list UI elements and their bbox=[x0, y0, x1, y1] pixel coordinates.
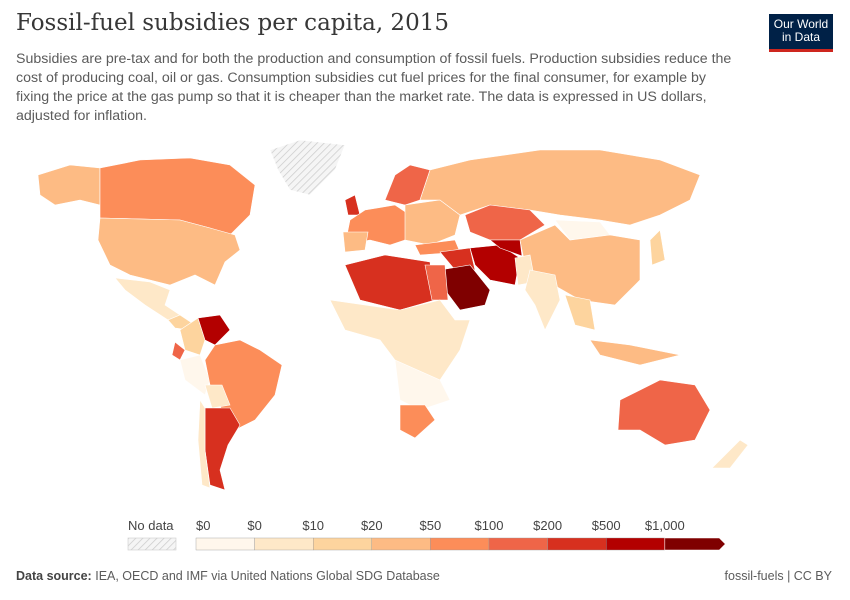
legend-bin-7[interactable] bbox=[606, 537, 666, 551]
country-southern-africa[interactable] bbox=[394, 359, 451, 411]
country-usa[interactable] bbox=[97, 217, 241, 286]
country-colombia[interactable] bbox=[179, 317, 206, 356]
country-iberia[interactable] bbox=[342, 231, 369, 253]
country-west-central-africa[interactable] bbox=[329, 299, 471, 391]
legend-no-data-swatch bbox=[127, 537, 177, 551]
legend-bin-6[interactable] bbox=[547, 537, 607, 551]
source-label: Data source: bbox=[16, 569, 92, 583]
country-kazakhstan[interactable] bbox=[464, 204, 546, 241]
country-indonesia[interactable] bbox=[589, 339, 681, 366]
data-source: Data source: IEA, OECD and IMF via Unite… bbox=[16, 569, 440, 583]
country-alaska[interactable] bbox=[37, 164, 101, 206]
legend-bin-8[interactable] bbox=[664, 537, 726, 551]
legend-tick-label: $200 bbox=[533, 518, 562, 533]
country-iraq-syria[interactable] bbox=[439, 247, 476, 271]
legend-bin-3[interactable] bbox=[371, 537, 431, 551]
country-bolivia[interactable] bbox=[204, 384, 231, 409]
country-uk-ireland[interactable] bbox=[344, 194, 361, 216]
country-russia[interactable] bbox=[419, 149, 701, 226]
country-south-africa[interactable] bbox=[399, 404, 436, 439]
country-new-zealand[interactable] bbox=[711, 439, 749, 469]
chart-title: Fossil-fuel subsidies per capita, 2015 bbox=[16, 10, 449, 36]
legend-tick-label: $10 bbox=[302, 518, 324, 533]
legend-tick-label: $100 bbox=[475, 518, 504, 533]
legend-bin-2[interactable] bbox=[312, 537, 372, 551]
owid-logo[interactable]: Our World in Data bbox=[769, 14, 833, 52]
world-map[interactable] bbox=[0, 130, 850, 510]
legend-tick-label: $500 bbox=[592, 518, 621, 533]
country-argentina[interactable] bbox=[204, 407, 241, 491]
country-brazil[interactable] bbox=[204, 339, 283, 431]
country-japan[interactable] bbox=[649, 229, 666, 266]
legend-tick-label: $0 bbox=[196, 518, 210, 533]
country-turkmenistan[interactable] bbox=[489, 239, 523, 257]
legend-no-data-label: No data bbox=[128, 518, 174, 533]
country-southeast-asia[interactable] bbox=[564, 294, 596, 331]
legend-tick-label: $20 bbox=[361, 518, 383, 533]
country-venezuela[interactable] bbox=[197, 314, 231, 346]
legend-bin-1[interactable] bbox=[254, 537, 314, 551]
source-text: IEA, OECD and IMF via United Nations Glo… bbox=[95, 569, 440, 583]
legend-tick-label: $0 bbox=[247, 518, 261, 533]
legend-tick-label: $50 bbox=[420, 518, 442, 533]
legend-bin-0[interactable] bbox=[195, 537, 255, 551]
country-india[interactable] bbox=[524, 269, 561, 331]
country-australia[interactable] bbox=[617, 379, 711, 446]
country-egypt[interactable] bbox=[424, 264, 449, 301]
legend-bin-5[interactable] bbox=[488, 537, 548, 551]
country-ecuador[interactable] bbox=[171, 341, 186, 361]
legend-tick-label: $1,000 bbox=[645, 518, 685, 533]
legend-bin-4[interactable] bbox=[430, 537, 490, 551]
chart-subtitle: Subsidies are pre-tax and for both the p… bbox=[16, 51, 732, 124]
license[interactable]: fossil-fuels | CC BY bbox=[724, 569, 832, 583]
color-legend: No data $0 $0 $10 $20 $50 $100 $200 $500 $1,000 bbox=[127, 518, 726, 551]
country-chile[interactable] bbox=[197, 399, 211, 489]
country-greenland[interactable] bbox=[269, 139, 346, 196]
country-algeria-libya[interactable] bbox=[344, 254, 436, 311]
